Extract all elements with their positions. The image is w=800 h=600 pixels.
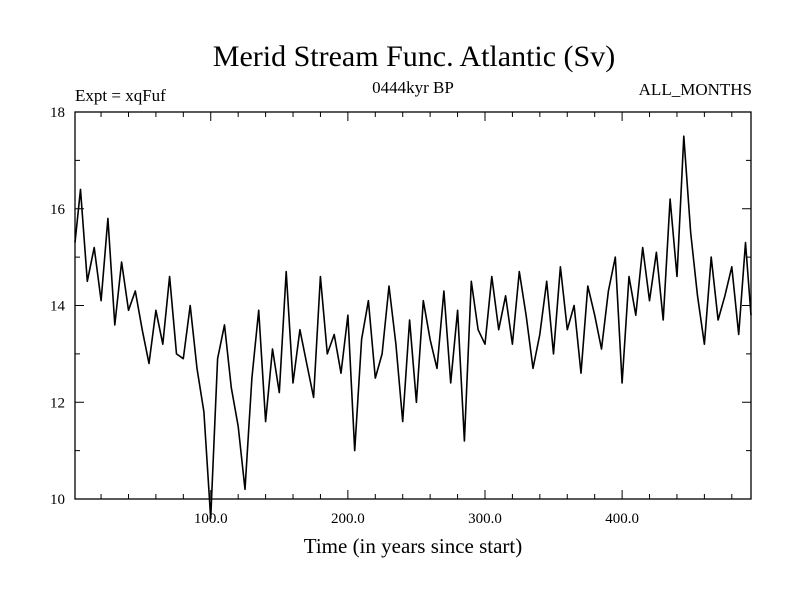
y-axis-ticks (75, 159, 751, 452)
months-label: ALL_MONTHS (639, 80, 752, 99)
y-tick-label: 16 (50, 202, 66, 218)
y-tick-label: 18 (50, 105, 65, 121)
expt-label: Expt = xqFuf (75, 86, 166, 105)
x-tick-label: 200.0 (331, 511, 365, 527)
x-axis-ticks (100, 112, 733, 499)
series-line (74, 135, 752, 520)
y-tick-label: 10 (50, 492, 65, 508)
x-tick-label: 300.0 (468, 511, 502, 527)
x-axis-label: Time (in years since start) (304, 534, 523, 558)
x-tick-label: 400.0 (605, 511, 639, 527)
y-axis-tick-labels: 10 12 14 16 18 (50, 105, 66, 508)
y-tick-label: 14 (50, 299, 66, 315)
plot-frame (74, 111, 752, 500)
x-axis-tick-labels: 100.0 200.0 300.0 400.0 (194, 511, 639, 527)
chart-title: Merid Stream Func. Atlantic (Sv) (213, 40, 615, 73)
y-tick-label: 12 (50, 395, 65, 411)
period-label: 0444kyr BP (372, 78, 454, 97)
